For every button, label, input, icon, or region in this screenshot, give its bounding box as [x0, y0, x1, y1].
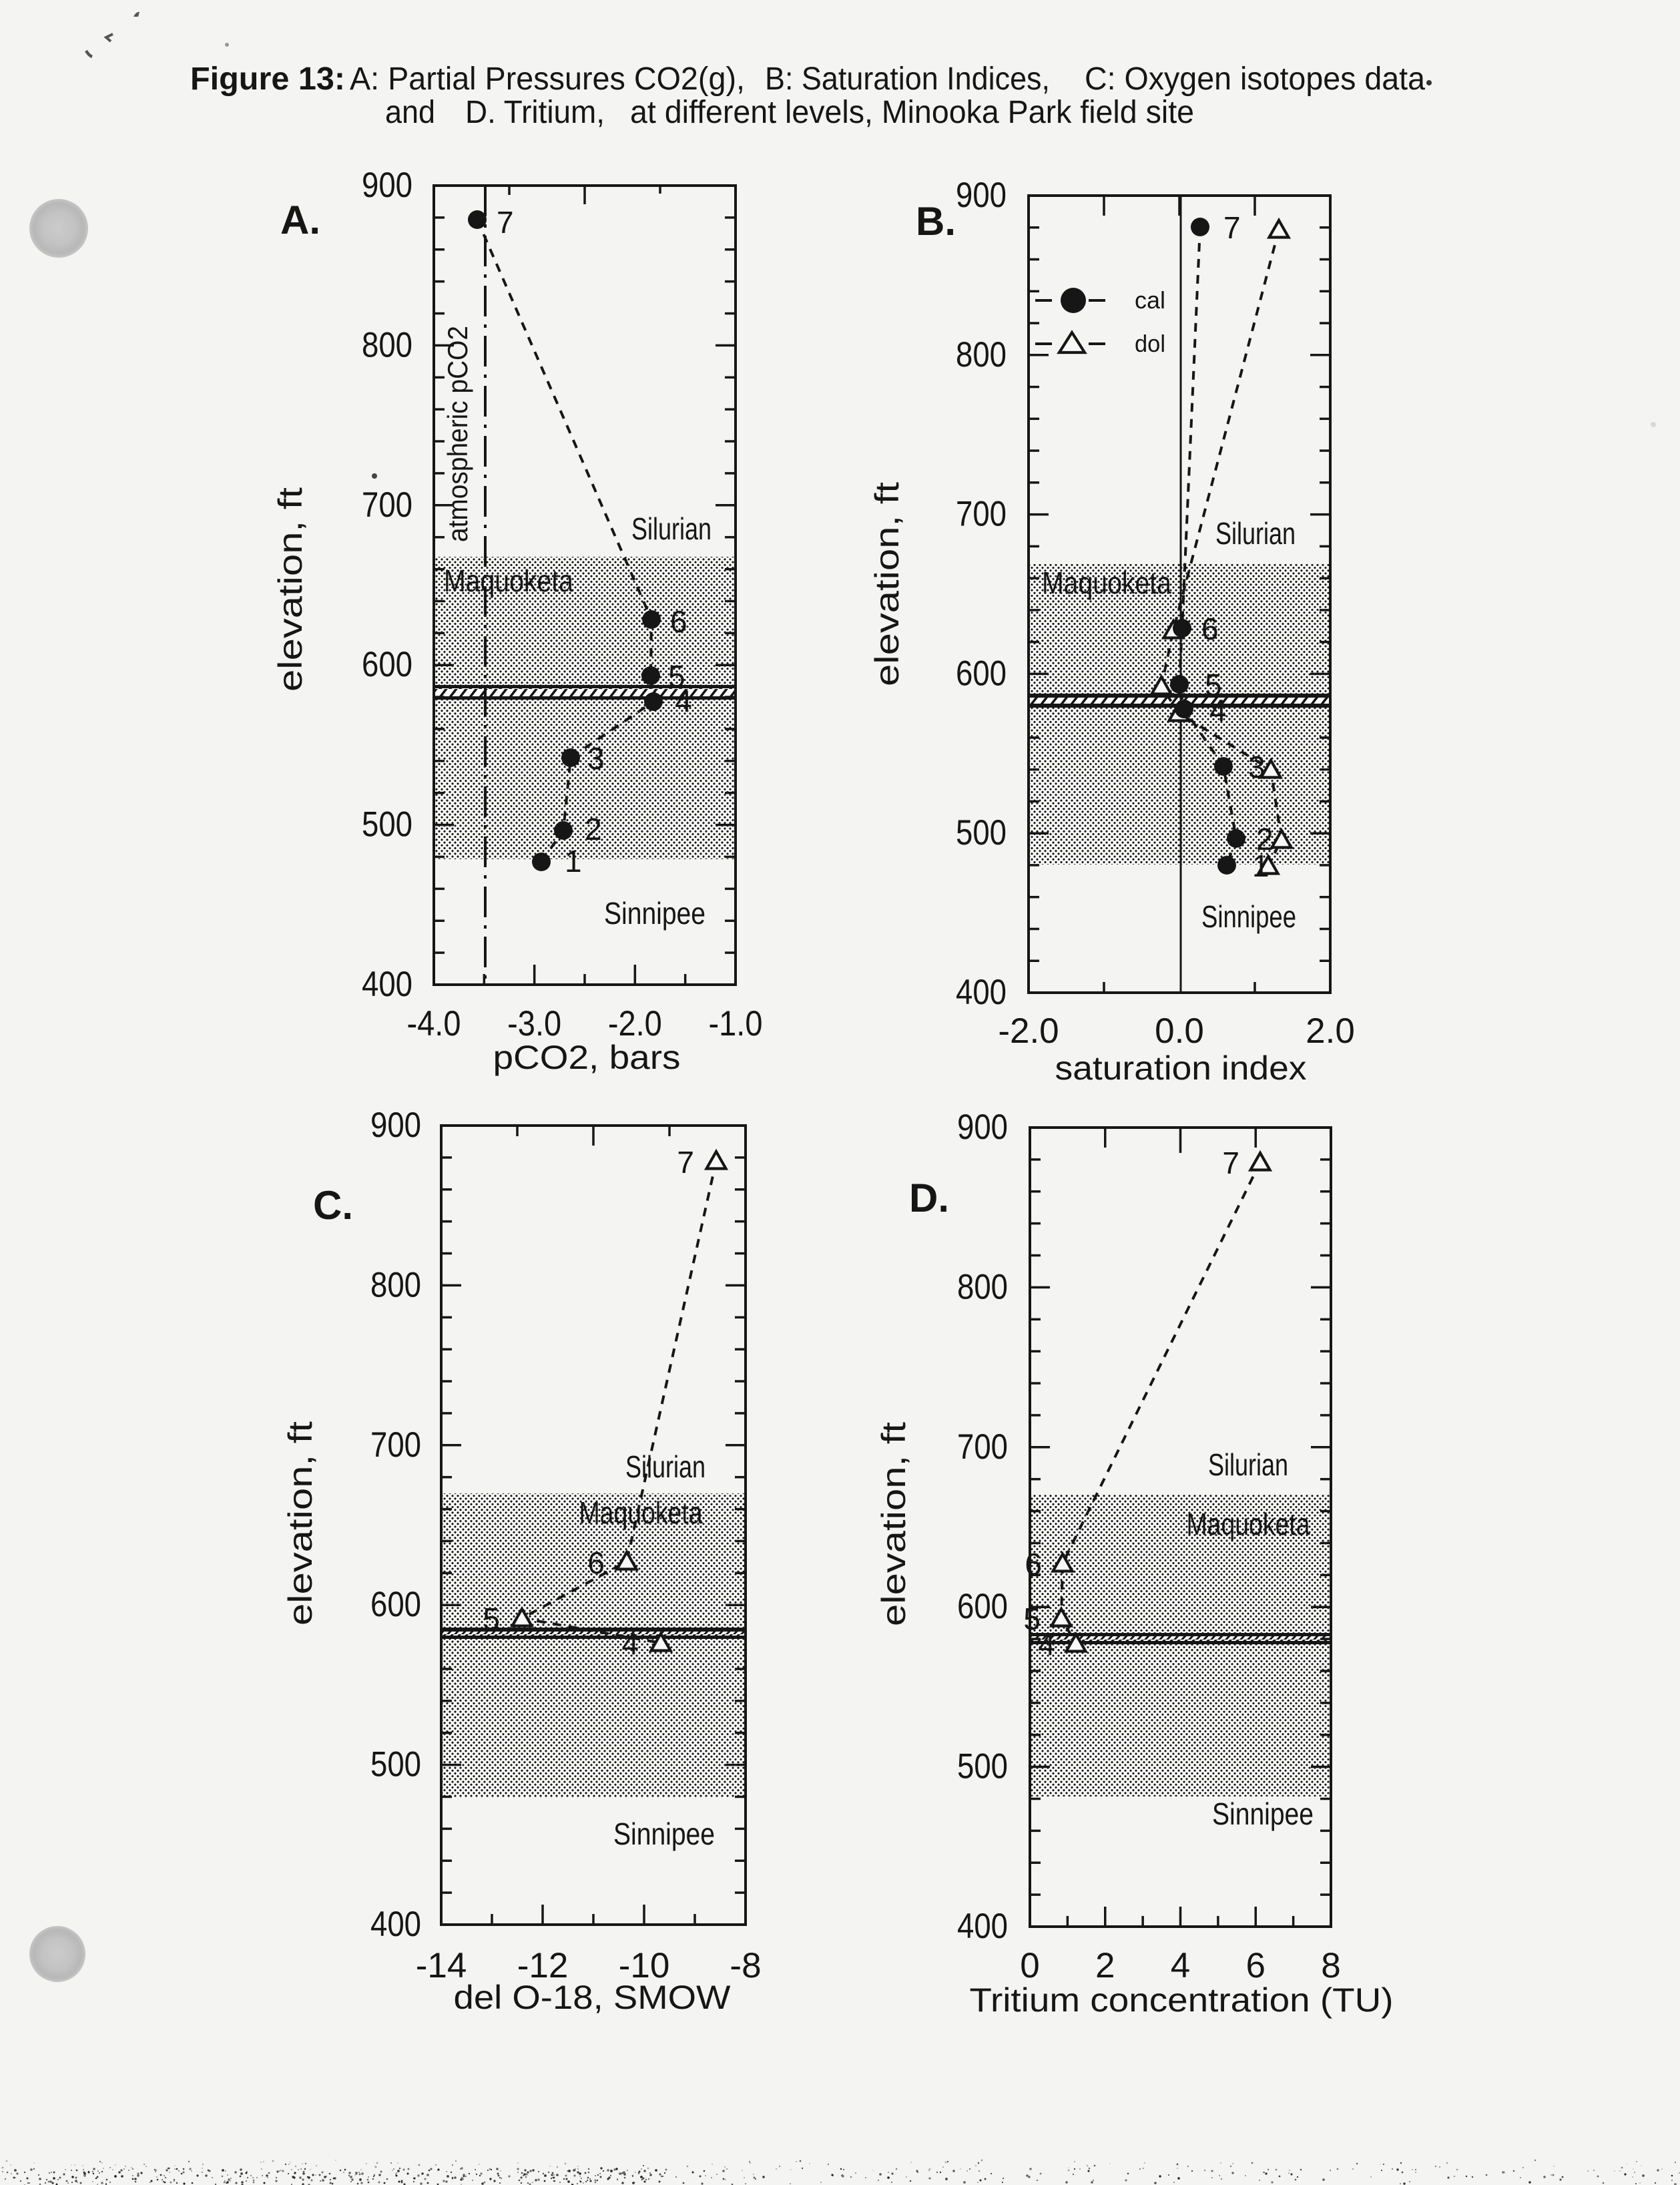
svg-text:500: 500: [956, 813, 1007, 853]
svg-text:700: 700: [957, 1427, 1008, 1467]
svg-text:D.: D.: [909, 1176, 949, 1220]
svg-text:Maquoketa: Maquoketa: [579, 1495, 703, 1530]
svg-text:7: 7: [677, 1145, 694, 1180]
svg-text:Maquoketa: Maquoketa: [1187, 1507, 1310, 1541]
svg-text:Silurian: Silurian: [631, 511, 712, 546]
svg-text:saturation index: saturation index: [1055, 1049, 1307, 1087]
svg-text:at different levels, Minooka P: at different levels, Minooka Park field …: [630, 95, 1194, 130]
svg-text:800: 800: [362, 325, 412, 365]
svg-text:-1.0: -1.0: [709, 1004, 763, 1043]
svg-text:B: Saturation Indices,: B: Saturation Indices,: [765, 61, 1050, 97]
svg-text:B.: B.: [916, 199, 956, 244]
svg-text:500: 500: [370, 1745, 421, 1784]
svg-text:600: 600: [370, 1585, 421, 1624]
svg-text:pCO2, bars: pCO2, bars: [493, 1039, 681, 1076]
svg-text:400: 400: [370, 1905, 421, 1944]
svg-text:and: and: [385, 95, 435, 130]
svg-text:A.: A.: [280, 198, 320, 242]
svg-text:-8: -8: [730, 1946, 761, 1985]
svg-text:6: 6: [670, 604, 687, 639]
svg-text:Sinnipee: Sinnipee: [613, 1816, 715, 1851]
svg-text:-2.0: -2.0: [998, 1011, 1059, 1051]
svg-text:0.0: 0.0: [1155, 1011, 1204, 1051]
svg-text:4: 4: [621, 1626, 639, 1661]
svg-text:7: 7: [497, 205, 514, 240]
svg-text:Sinnipee: Sinnipee: [1201, 899, 1296, 934]
svg-text:2: 2: [1095, 1946, 1115, 1985]
svg-text:elevation, ft: elevation, ft: [868, 482, 906, 686]
svg-text:7: 7: [1223, 210, 1241, 245]
svg-text:700: 700: [362, 485, 412, 525]
svg-text:600: 600: [362, 645, 412, 684]
svg-text:3: 3: [587, 741, 605, 776]
svg-text:400: 400: [362, 965, 412, 1004]
svg-text:D. Tritium,: D. Tritium,: [465, 95, 605, 130]
svg-text:800: 800: [370, 1265, 421, 1304]
svg-text:2: 2: [1256, 822, 1274, 857]
svg-text:3: 3: [1248, 750, 1266, 784]
svg-text:5: 5: [1023, 1602, 1041, 1636]
svg-text:6: 6: [1246, 1946, 1266, 1985]
svg-text:-12: -12: [517, 1946, 569, 1985]
svg-text:dol: dol: [1135, 330, 1165, 357]
svg-text:0: 0: [1020, 1946, 1039, 1985]
svg-text:4: 4: [1038, 1627, 1055, 1662]
svg-text:900: 900: [956, 176, 1007, 215]
svg-text:400: 400: [956, 973, 1007, 1012]
svg-text:2.0: 2.0: [1306, 1011, 1355, 1051]
svg-text:500: 500: [362, 805, 412, 844]
svg-text:Maquoketa: Maquoketa: [444, 563, 573, 598]
svg-text:Silurian: Silurian: [1208, 1447, 1288, 1482]
svg-text:A: Partial Pressures CO2(g),: A: Partial Pressures CO2(g),: [350, 61, 745, 97]
svg-text:del O-18, SMOW: del O-18, SMOW: [454, 1979, 732, 2016]
svg-text:4: 4: [1171, 1946, 1190, 1985]
svg-text:5: 5: [483, 1602, 500, 1636]
svg-text:800: 800: [956, 335, 1007, 375]
svg-text:900: 900: [957, 1108, 1008, 1147]
svg-text:Maquoketa: Maquoketa: [1042, 565, 1171, 600]
svg-text:600: 600: [956, 654, 1007, 693]
svg-text:700: 700: [370, 1425, 421, 1465]
svg-text:5: 5: [1205, 668, 1222, 702]
svg-text:400: 400: [957, 1907, 1008, 1946]
svg-text:elevation, ft: elevation, ft: [282, 1421, 319, 1626]
svg-text:-10: -10: [619, 1946, 670, 1985]
svg-text:Sinnipee: Sinnipee: [1212, 1796, 1314, 1831]
svg-text:Sinnipee: Sinnipee: [604, 896, 706, 931]
svg-text:5: 5: [668, 659, 685, 694]
svg-text:900: 900: [370, 1106, 421, 1145]
svg-text:-14: -14: [416, 1946, 467, 1985]
svg-text:Silurian: Silurian: [625, 1449, 706, 1484]
svg-text:1: 1: [1252, 848, 1270, 883]
svg-text:-4.0: -4.0: [407, 1004, 461, 1043]
svg-text:7: 7: [1222, 1146, 1239, 1180]
svg-text:Figure 13:: Figure 13:: [190, 61, 345, 97]
svg-text:900: 900: [362, 166, 412, 205]
svg-text:8: 8: [1321, 1946, 1340, 1985]
svg-text:6: 6: [587, 1545, 605, 1580]
svg-text:-2.0: -2.0: [608, 1004, 662, 1043]
svg-text:6: 6: [1025, 1547, 1042, 1582]
svg-text:elevation, ft: elevation, ft: [875, 1422, 912, 1626]
svg-text:Tritium concentration (TU): Tritium concentration (TU): [970, 1981, 1394, 2019]
svg-text:Silurian: Silurian: [1215, 516, 1296, 551]
svg-text:C: Oxygen isotopes data: C: Oxygen isotopes data: [1085, 61, 1425, 97]
svg-text:cal: cal: [1135, 286, 1165, 314]
svg-text:elevation, ft: elevation, ft: [272, 487, 309, 692]
svg-text:600: 600: [957, 1587, 1008, 1626]
svg-text:500: 500: [957, 1747, 1008, 1786]
svg-text:4: 4: [1209, 693, 1227, 728]
svg-text:4: 4: [675, 684, 692, 718]
svg-text:800: 800: [957, 1267, 1008, 1306]
svg-text:-3.0: -3.0: [507, 1004, 561, 1043]
svg-text:C.: C.: [313, 1183, 353, 1228]
svg-text:2: 2: [585, 812, 602, 846]
svg-text:700: 700: [956, 495, 1007, 534]
svg-text:6: 6: [1201, 612, 1219, 646]
svg-text:atmospheric pCO2: atmospheric pCO2: [442, 326, 473, 542]
svg-text:1: 1: [565, 844, 582, 879]
